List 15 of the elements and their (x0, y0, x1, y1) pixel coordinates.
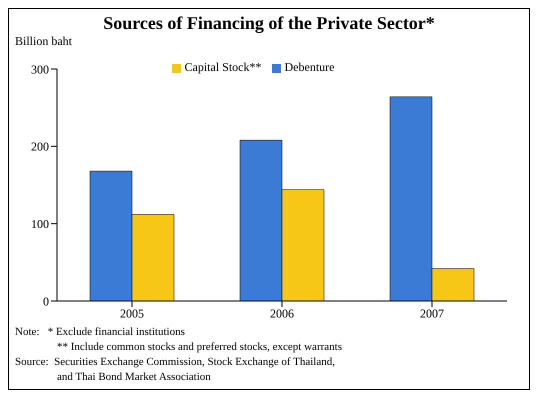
text: and Thai Bond Market Association (56, 370, 212, 385)
text: ** Include common stocks and preferred stocks, except warrants (56, 340, 343, 355)
y-tick-label: 300 (31, 62, 49, 76)
x-tick-label: 2006 (270, 306, 294, 321)
y-tick-label: 200 (31, 140, 49, 154)
y-tick-label: 100 (31, 216, 49, 231)
legend-label: Debenture (284, 60, 334, 74)
y-axis-title: Billion baht (14, 34, 73, 48)
y-tick-label: 0 (43, 294, 49, 308)
source-note: Source: Securities Exchange Commission, Stock Exchange of Thailand, (15, 355, 336, 370)
x-tick-label: 2007 (420, 306, 444, 321)
text: Note: * Exclude financial institutions (15, 325, 186, 340)
legend-label: Capital Stock** (184, 60, 262, 74)
x-tick-label: 2005 (120, 306, 144, 321)
chart-title: Sources of Financing of the Private Sector* (102, 12, 436, 34)
